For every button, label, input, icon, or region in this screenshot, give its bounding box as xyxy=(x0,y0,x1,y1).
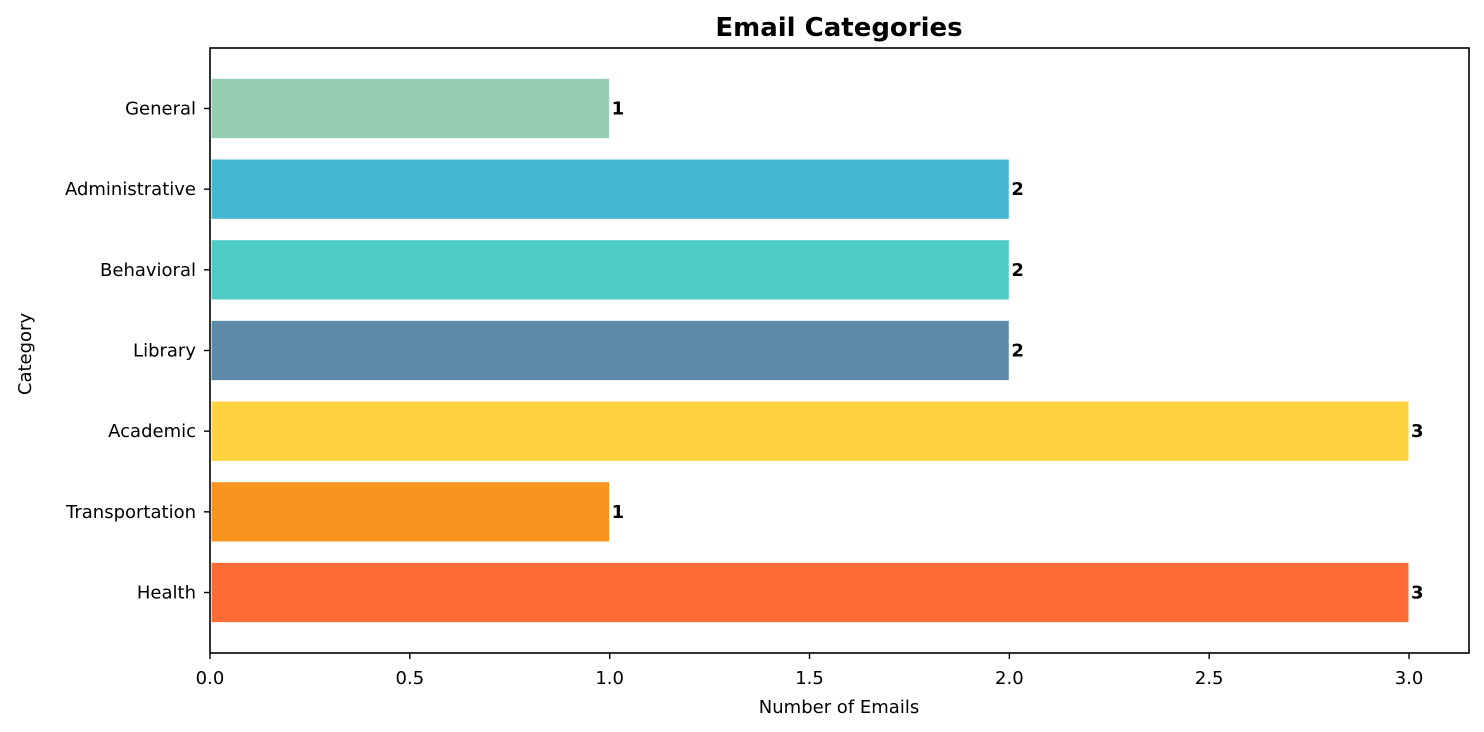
bar-transportation xyxy=(210,480,611,543)
data-label-administrative: 2 xyxy=(1011,179,1024,200)
y-tick-label-health: Health xyxy=(137,583,196,604)
bar-general xyxy=(210,77,611,140)
bar-health xyxy=(210,561,1410,624)
y-axis-label: Category xyxy=(15,313,36,396)
data-labels-layer: 3 1 3 2 2 2 1 xyxy=(612,99,1424,604)
y-axis-ticks: Health Transportation Academic Library Behav… xyxy=(65,99,210,604)
x-tick-label: 2.0 xyxy=(995,668,1024,689)
bar-behavioral xyxy=(210,238,1010,301)
data-label-library: 2 xyxy=(1011,341,1024,362)
y-tick-label-general: General xyxy=(125,99,196,120)
y-tick-label-behavioral: Behavioral xyxy=(100,260,196,281)
y-tick-label-transportation: Transportation xyxy=(65,502,196,523)
x-tick-label: 3.0 xyxy=(1395,668,1424,689)
x-tick-label: 0.0 xyxy=(196,668,225,689)
data-label-behavioral: 2 xyxy=(1011,260,1024,281)
bar-academic xyxy=(210,400,1410,463)
data-label-transportation: 1 xyxy=(612,502,625,523)
chart-title: Email Categories xyxy=(715,13,962,43)
x-tick-label: 1.5 xyxy=(795,668,824,689)
data-label-academic: 3 xyxy=(1411,421,1424,442)
bar-administrative xyxy=(210,158,1010,221)
data-label-general: 1 xyxy=(612,99,625,120)
bar-library xyxy=(210,319,1010,382)
bars-layer xyxy=(210,77,1410,624)
x-tick-label: 1.0 xyxy=(595,668,624,689)
x-tick-label: 0.5 xyxy=(396,668,425,689)
y-tick-label-library: Library xyxy=(133,341,196,362)
x-axis-label: Number of Emails xyxy=(759,697,919,718)
x-axis-ticks: 0.0 0.5 1.0 1.5 2.0 2.5 3.0 xyxy=(196,653,1424,689)
x-tick-label: 2.5 xyxy=(1195,668,1224,689)
y-tick-label-administrative: Administrative xyxy=(65,179,196,200)
data-label-health: 3 xyxy=(1411,583,1424,604)
y-tick-label-academic: Academic xyxy=(108,421,196,442)
